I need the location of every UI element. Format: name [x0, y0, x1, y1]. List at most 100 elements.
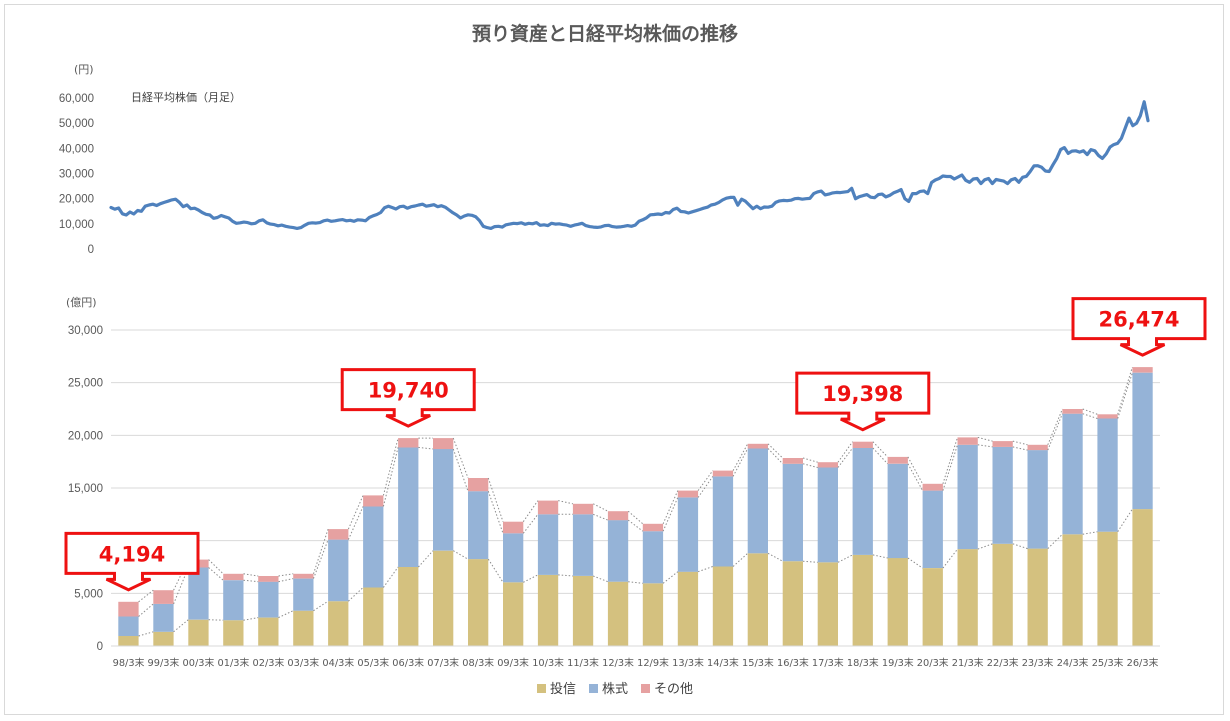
- bar-segment-toushin: [572, 576, 594, 646]
- connector-line: [487, 491, 504, 534]
- connector-line: [662, 497, 679, 532]
- chart-title: 預り資産と日経平均株価の推移: [472, 22, 738, 45]
- connector-line: [872, 441, 888, 458]
- connector-line: [593, 513, 609, 521]
- connector-line: [208, 567, 224, 581]
- assets-x-tick-label: 07/3末: [427, 656, 459, 669]
- nikkei-series-label: 日経平均株価（月足）: [131, 90, 241, 104]
- bar-segment-toushin: [1062, 534, 1083, 646]
- bar-segment-toushin: [503, 582, 524, 646]
- assets-callouts: 4,194 19,740 19,398 26,474: [64, 297, 1207, 592]
- assets-bars: [118, 367, 1153, 646]
- assets-x-tick-label: 10/3末: [532, 656, 564, 669]
- connector-line: [1047, 413, 1063, 451]
- bar-segment-toushin: [712, 566, 734, 646]
- bar-segment-kabushiki: [887, 463, 908, 559]
- bar-segment-sonota: [887, 456, 908, 464]
- callout-label: 26,474: [1098, 308, 1179, 332]
- connector-line: [348, 587, 364, 602]
- assets-x-tick-label: 21/3末: [952, 656, 984, 669]
- assets-x-tick-label: 13/3末: [672, 656, 704, 669]
- connector-line: [278, 578, 294, 583]
- connector-line: [1082, 413, 1098, 419]
- connector-line: [347, 506, 364, 540]
- connector-line: [732, 443, 749, 471]
- assets-x-tick-label: 06/3末: [392, 656, 424, 669]
- bar-segment-kabushiki: [1062, 413, 1083, 535]
- nikkei-y-unit: (円): [74, 63, 94, 76]
- assets-x-tick-label: 20/3末: [917, 656, 949, 669]
- connector-line: [138, 603, 154, 617]
- connector-line: [278, 610, 294, 619]
- connector-line: [1117, 366, 1133, 415]
- bar-segment-kabushiki: [922, 490, 943, 568]
- assets-y-tick-label: 25,000: [68, 378, 103, 390]
- bar-segment-sonota: [782, 458, 803, 464]
- connector-line: [1047, 408, 1063, 445]
- assets-x-tick-label: 17/3末: [812, 656, 844, 669]
- connector-line: [208, 619, 224, 621]
- bar-segment-toushin: [328, 601, 349, 646]
- bar-segment-sonota: [1062, 409, 1083, 414]
- bar-segment-sonota: [468, 478, 489, 492]
- assets-connector-lines: [138, 366, 1133, 637]
- connector-line: [1012, 440, 1028, 446]
- bar-segment-toushin: [153, 631, 174, 646]
- assets-x-tick-label: 14/3末: [707, 656, 739, 669]
- connector-line: [942, 437, 958, 484]
- bar-segment-toushin: [537, 574, 559, 646]
- connector-line: [802, 463, 818, 468]
- bar-segment-sonota: [747, 443, 768, 449]
- connector-line: [907, 456, 924, 485]
- assets-y-tick-label: 20,000: [68, 430, 103, 442]
- bar-segment-toushin: [817, 562, 838, 646]
- bar-segment-sonota: [922, 483, 943, 491]
- connector-line: [592, 503, 609, 512]
- assets-x-tick-label: 00/3末: [183, 656, 215, 669]
- nikkei-y-axis: 60,000 50,000 40,000 30,000 20,000 10,000 0: [59, 93, 94, 256]
- bar-segment-kabushiki: [957, 444, 978, 550]
- assets-x-tick-label: 09/3末: [497, 656, 529, 669]
- legend-label: 株式: [602, 682, 628, 697]
- connector-line: [627, 510, 644, 525]
- assets-y-tick-label: 15,000: [68, 483, 103, 495]
- bar-segment-kabushiki: [293, 578, 314, 611]
- bar-segment-sonota: [328, 529, 349, 540]
- connector-line: [522, 513, 539, 534]
- nikkei-y-tick-label: 10,000: [59, 219, 94, 231]
- bar-segment-sonota: [153, 590, 174, 604]
- assets-x-tick-label: 24/3末: [1057, 656, 1089, 669]
- nikkei-y-tick-label: 60,000: [59, 93, 94, 105]
- bar-segment-kabushiki: [712, 476, 734, 567]
- connector-line: [243, 573, 259, 577]
- bar-segment-kabushiki: [398, 447, 419, 567]
- bar-segment-kabushiki: [223, 580, 244, 621]
- bar-segment-sonota: [992, 441, 1013, 447]
- bar-segment-kabushiki: [537, 514, 559, 575]
- connector-line: [558, 500, 574, 505]
- bar-segment-sonota: [607, 511, 629, 521]
- bar-segment-sonota: [363, 495, 384, 507]
- connector-line: [313, 600, 329, 612]
- connector-line: [977, 436, 993, 442]
- connector-line: [382, 437, 399, 496]
- bar-segment-sonota: [712, 470, 734, 477]
- bar-segment-toushin: [1027, 548, 1048, 646]
- connector-line: [382, 566, 399, 588]
- connector-line: [977, 444, 993, 448]
- connector-line: [907, 557, 923, 569]
- bar-segment-toushin: [293, 610, 314, 646]
- connector-line: [802, 457, 818, 463]
- bar-segment-sonota: [503, 521, 524, 534]
- callout-box: [1071, 297, 1207, 357]
- connector-line: [837, 441, 854, 463]
- connector-line: [627, 519, 644, 532]
- bar-segment-toushin: [223, 620, 244, 646]
- assets-y-unit: (億円): [66, 296, 97, 309]
- connector-line: [662, 490, 679, 525]
- bar-segment-toushin: [468, 559, 489, 646]
- callout-label: 4,194: [99, 542, 165, 566]
- nikkei-line-panel: (円) 日経平均株価（月足） 60,000 50,000 40,000 30,000 2…: [59, 63, 1150, 256]
- assets-y-tick-label: 0: [97, 641, 103, 653]
